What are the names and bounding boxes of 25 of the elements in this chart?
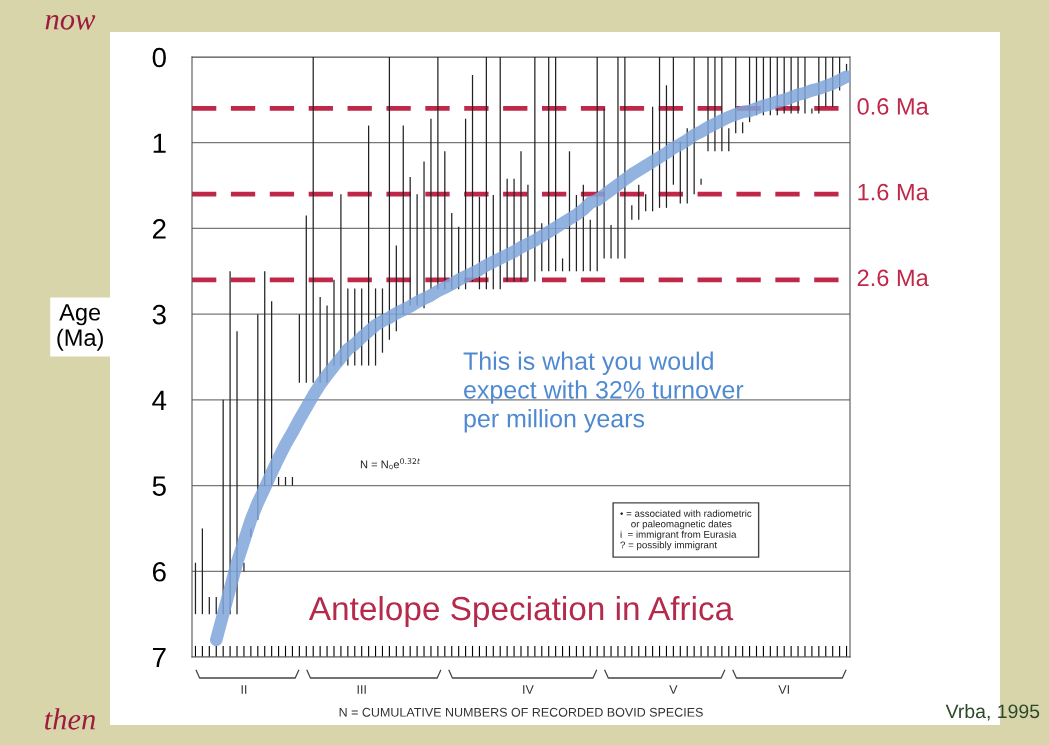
- x-tick-label: III: [357, 685, 366, 694]
- x-axis-title: N = CUMULATIVE NUMBERS OF RECORDED BOVID SPECIES: [339, 707, 703, 717]
- y-tick-label: 5: [152, 476, 166, 496]
- text: Vrba, 1995: [945, 703, 1040, 721]
- y-tick-label: 2: [152, 219, 166, 239]
- y-tick-label: 7: [152, 647, 166, 668]
- y-tick-label: 4: [152, 390, 167, 410]
- x-tick-label: VI: [778, 685, 789, 694]
- annotation: • = associated with radiometric or paleomagnetic dates i = immigrant from Eurasia ? = possibly immigrant: [620, 509, 752, 551]
- ref-line-label: 0.6 Ma: [857, 98, 929, 115]
- x-tick-label: II: [241, 685, 247, 694]
- y-axis-title: Age (Ma): [57, 304, 103, 351]
- text: now: [45, 14, 96, 30]
- y-tick-label: 0: [152, 47, 166, 68]
- x-tick-label: IV: [523, 685, 534, 694]
- ref-line-label: 2.6 Ma: [857, 269, 929, 287]
- annotation: This is what you would expect with 32% turnover per million years: [463, 351, 744, 433]
- text: Antelope Speciation in Africa: [308, 595, 734, 627]
- y-tick-label: 1: [153, 133, 166, 153]
- y-tick-label: 6: [152, 561, 166, 582]
- ref-line-label: 1.6 Ma: [858, 183, 929, 201]
- text: then: [45, 708, 96, 730]
- y-tick-label: 3: [152, 304, 166, 325]
- annotation: N = N₀e$^{0.32t}$: [360, 458, 421, 470]
- x-tick-label: V: [669, 685, 678, 694]
